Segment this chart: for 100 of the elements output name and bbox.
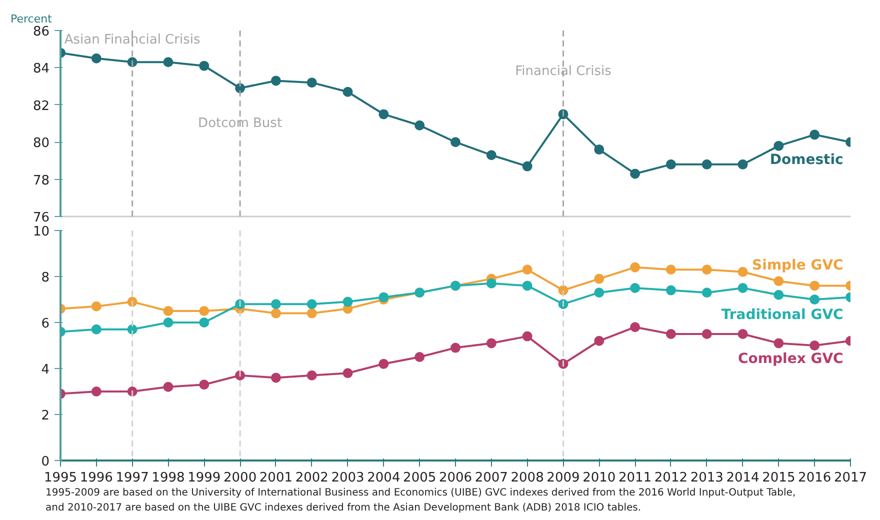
point bbox=[522, 331, 532, 342]
x-tick-label: 2008 bbox=[510, 470, 544, 486]
y-tick-label: 10 bbox=[32, 224, 50, 240]
point bbox=[594, 288, 604, 298]
y-tick-label: 80 bbox=[32, 136, 50, 152]
x-tick-label: 2009 bbox=[546, 470, 580, 486]
y-tick-label: 84 bbox=[32, 62, 50, 77]
x-tick-label: 2003 bbox=[331, 470, 364, 486]
point bbox=[450, 342, 460, 353]
point bbox=[414, 352, 425, 362]
x-tick-label: 2006 bbox=[438, 470, 472, 486]
point bbox=[702, 329, 712, 339]
point bbox=[594, 144, 604, 155]
x-tick-label: 2011 bbox=[618, 470, 652, 486]
point bbox=[342, 86, 353, 97]
point bbox=[702, 288, 712, 298]
series-label: Domestic bbox=[770, 152, 844, 168]
point bbox=[378, 358, 389, 369]
text: 1995-2009 are based on the University of International Business and Economics (UIBE) GVC indexes derived from the 2016 World Input-Output Table, bbox=[46, 488, 796, 498]
point bbox=[378, 109, 389, 120]
point bbox=[774, 290, 784, 300]
point bbox=[270, 299, 281, 310]
series-label: Simple GVC bbox=[752, 258, 844, 274]
point bbox=[594, 274, 604, 284]
point bbox=[342, 368, 353, 378]
point bbox=[702, 159, 712, 170]
point bbox=[414, 120, 425, 130]
point bbox=[666, 329, 676, 339]
point bbox=[306, 308, 317, 318]
point bbox=[163, 57, 174, 68]
point bbox=[270, 372, 281, 383]
text: and 2010-2017 are based on the UIBE GVC indexes derived from the Asian Development Bank (ADB) 2018 ICIO tables. bbox=[46, 502, 642, 514]
point bbox=[630, 262, 640, 272]
x-tick-label: 2000 bbox=[224, 470, 257, 486]
y-tick-label: 82 bbox=[32, 98, 50, 114]
point bbox=[666, 264, 676, 275]
point bbox=[810, 294, 820, 304]
x-tick-label: 2014 bbox=[726, 470, 760, 486]
point bbox=[630, 322, 640, 332]
point bbox=[630, 168, 640, 179]
y-tick-label: 76 bbox=[32, 210, 50, 226]
point bbox=[91, 386, 102, 396]
point bbox=[486, 278, 496, 288]
y-tick-label: 6 bbox=[41, 316, 50, 332]
point bbox=[486, 338, 496, 348]
x-tick-label: 2012 bbox=[654, 470, 688, 486]
point bbox=[163, 318, 174, 328]
point bbox=[774, 276, 784, 286]
point bbox=[810, 340, 820, 350]
point bbox=[522, 280, 532, 291]
point bbox=[342, 296, 353, 307]
x-tick-label: 1998 bbox=[152, 470, 185, 486]
x-tick-label: 1999 bbox=[188, 470, 221, 486]
point bbox=[199, 380, 210, 390]
point bbox=[306, 299, 317, 310]
series-label: Traditional GVC bbox=[721, 307, 844, 324]
ref-line-label: Asian Financial Crisis bbox=[64, 32, 200, 48]
point bbox=[199, 60, 210, 71]
point bbox=[666, 159, 676, 170]
x-tick-label: 2004 bbox=[367, 470, 400, 486]
x-tick-label: 2015 bbox=[762, 470, 796, 486]
x-tick-label: 2002 bbox=[295, 470, 328, 486]
x-tick-label: 1996 bbox=[80, 470, 113, 486]
point bbox=[306, 78, 317, 88]
x-tick-label: 2016 bbox=[798, 470, 832, 486]
x-tick-label: 2005 bbox=[403, 470, 436, 486]
point bbox=[810, 130, 820, 140]
point bbox=[774, 140, 784, 151]
point bbox=[486, 150, 496, 160]
y-tick-label: 2 bbox=[41, 408, 50, 424]
point bbox=[630, 283, 640, 293]
point bbox=[91, 324, 102, 334]
ref-line-label: Financial Crisis bbox=[515, 64, 612, 79]
point bbox=[306, 370, 317, 380]
x-tick-label: 1997 bbox=[116, 470, 149, 486]
point bbox=[91, 301, 102, 312]
point bbox=[270, 76, 281, 86]
point bbox=[270, 308, 281, 318]
point bbox=[702, 264, 712, 275]
point bbox=[738, 283, 748, 293]
point bbox=[594, 336, 604, 346]
x-tick-label: 1995 bbox=[44, 470, 78, 486]
point bbox=[774, 338, 784, 348]
point bbox=[738, 159, 748, 170]
y-tick-label: 86 bbox=[32, 24, 50, 40]
x-tick-label: 2007 bbox=[474, 470, 508, 486]
point bbox=[378, 292, 389, 302]
point bbox=[738, 266, 748, 277]
series-label: Complex GVC bbox=[738, 350, 844, 367]
y-tick-label: 78 bbox=[32, 173, 50, 188]
ref-line-label: Dotcom Bust bbox=[198, 116, 282, 131]
point bbox=[522, 161, 532, 172]
point bbox=[522, 264, 532, 275]
point bbox=[163, 382, 174, 392]
point bbox=[450, 137, 460, 148]
point bbox=[91, 53, 102, 64]
x-tick-label: 2010 bbox=[582, 470, 616, 486]
x-tick-label: 2017 bbox=[834, 470, 868, 486]
y-tick-label: 0 bbox=[41, 454, 50, 470]
point bbox=[199, 318, 210, 328]
